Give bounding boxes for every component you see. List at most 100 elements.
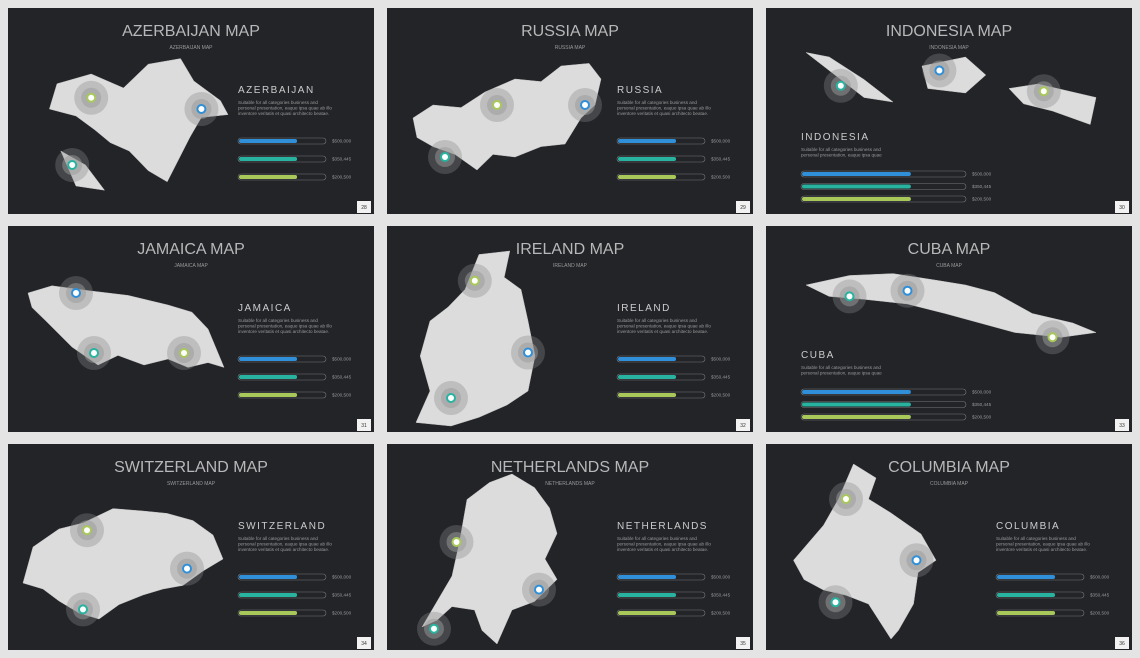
progress-fill [618, 393, 677, 397]
marker [440, 152, 450, 162]
map-shape [805, 273, 1097, 338]
page-number: 29 [740, 205, 746, 211]
value-label: $350,445 [972, 184, 992, 189]
page-number: 30 [1119, 205, 1125, 211]
progress-fill [802, 184, 911, 189]
value-label: $200,500 [972, 197, 992, 202]
country-heading: AZERBAIJAN [238, 85, 315, 96]
slide: COLUMBIA MAP COLUMBIA MAP COLUMBIA Suitable… [766, 444, 1132, 650]
progress-track [616, 355, 706, 363]
page-number: 35 [740, 641, 746, 647]
slide-title: SWITZERLAND MAP [114, 459, 268, 476]
slide-subtitle: SWITZERLAND MAP [167, 481, 216, 487]
progress-fill [802, 172, 911, 176]
value-label: $350,445 [332, 593, 352, 598]
progress-track [800, 183, 967, 190]
value-label: $200,500 [332, 611, 352, 616]
page-number: 33 [1119, 423, 1125, 429]
description: Suitable for all categories business and… [996, 536, 1090, 552]
slide-title: COLUMBIA MAP [888, 459, 1010, 476]
slide: CUBA MAP CUBA MAP CUBA Suitable for all cat… [766, 226, 1132, 432]
slide: INDONESIA MAP INDONESIA MAP INDONESIA Suita… [766, 8, 1132, 214]
marker [934, 65, 945, 76]
description: Suitable for all categories business and… [801, 147, 882, 158]
slide-title: JAMAICA MAP [137, 241, 245, 258]
progress-fill [618, 357, 677, 361]
marker [429, 623, 439, 634]
marker [82, 525, 92, 536]
page-number: 36 [1119, 641, 1125, 647]
progress-fill [802, 390, 911, 394]
value-label: $200,500 [711, 393, 731, 398]
value-label: $350,445 [711, 157, 731, 162]
value-label: $500,000 [1090, 575, 1110, 580]
slide-subtitle: IRELAND MAP [553, 263, 588, 269]
progress-track [800, 413, 967, 421]
page-number: 34 [361, 641, 367, 647]
progress-track [237, 609, 327, 617]
slide-subtitle: NETHERLANDS MAP [545, 481, 595, 487]
slide: NETHERLANDS MAP NETHERLANDS MAP NETHERLAND… [387, 444, 753, 650]
map-shape [22, 508, 224, 620]
slide-title: CUBA MAP [908, 241, 991, 258]
marker [446, 393, 456, 403]
marker [841, 494, 851, 504]
page-badge [736, 419, 750, 431]
map-shape [805, 52, 894, 103]
progress-fill [618, 157, 677, 161]
progress-fill [997, 593, 1056, 597]
progress-track [616, 173, 706, 181]
value-label: $350,445 [972, 402, 992, 407]
progress-track [237, 591, 327, 599]
slide-canvas: NETHERLANDS MAP NETHERLANDS MAP NETHERLAND… [417, 459, 750, 649]
progress-track [616, 155, 706, 163]
slide-canvas: CUBA MAP CUBA MAP CUBA Suitable for all cat… [800, 241, 1129, 431]
marker [1047, 332, 1058, 343]
marker [911, 555, 922, 566]
value-label: $500,000 [332, 139, 352, 144]
page-badge [1115, 637, 1129, 649]
description: Suitable for all categories business and… [238, 100, 332, 116]
slide-canvas: INDONESIA MAP INDONESIA MAP INDONESIA Suita… [800, 23, 1129, 213]
page-number: 31 [361, 423, 367, 429]
value-label: $500,000 [711, 357, 731, 362]
marker [523, 347, 533, 358]
slide: AZERBAIJAN MAP AZERBAIJAN MAP AZERBAIJAN Su… [8, 8, 374, 214]
slide: IRELAND MAP IRELAND MAP IRELAND Suitable fo… [387, 226, 753, 432]
value-label: $200,500 [332, 393, 352, 398]
slide-title: IRELAND MAP [516, 241, 624, 258]
country-heading: IRELAND [617, 303, 671, 314]
progress-fill [618, 175, 677, 179]
progress-fill [997, 611, 1056, 615]
value-label: $350,445 [711, 593, 731, 598]
marker [835, 80, 846, 91]
description: Suitable for all categories business and… [617, 536, 711, 552]
progress-track [237, 137, 327, 145]
country-heading: CUBA [801, 350, 835, 361]
value-label: $200,500 [711, 611, 731, 616]
progress-fill [802, 402, 911, 407]
marker [78, 604, 88, 615]
progress-fill [802, 415, 911, 419]
progress-fill [239, 393, 298, 397]
country-heading: RUSSIA [617, 85, 663, 96]
marker [534, 584, 544, 595]
country-heading: JAMAICA [238, 303, 292, 314]
page-badge [736, 637, 750, 649]
page-badge [1115, 201, 1129, 213]
slide-canvas: SWITZERLAND MAP SWITZERLAND MAP SWITZERLAN… [22, 459, 371, 649]
slide-subtitle: CUBA MAP [936, 263, 963, 269]
marker [182, 563, 192, 574]
page-number: 28 [361, 205, 367, 211]
slide-canvas: JAMAICA MAP JAMAICA MAP JAMAICA Suitable fo… [27, 241, 371, 431]
progress-track [995, 591, 1085, 599]
progress-fill [618, 375, 677, 379]
value-label: $200,500 [332, 175, 352, 180]
progress-track [995, 609, 1085, 617]
slide: JAMAICA MAP JAMAICA MAP JAMAICA Suitable fo… [8, 226, 374, 432]
map-shape [793, 463, 937, 640]
marker [580, 100, 590, 110]
progress-track [800, 170, 967, 178]
progress-fill [239, 575, 298, 579]
progress-fill [618, 593, 677, 597]
